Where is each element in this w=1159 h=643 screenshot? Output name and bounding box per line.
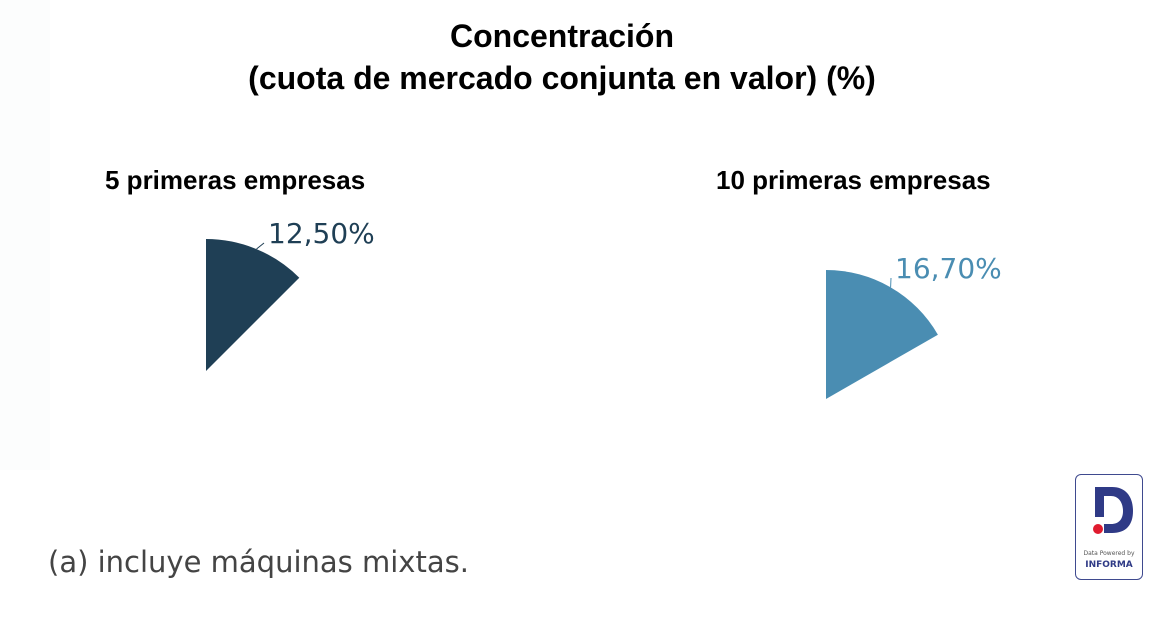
- value-label-top10: 16,70%: [895, 252, 1002, 285]
- d-logo-icon: [1093, 487, 1133, 534]
- subchart-title-top5: 5 primeras empresas: [105, 165, 366, 195]
- logo-brand: INFORMA: [1085, 560, 1133, 570]
- logo-tagline: Data Powered by: [1083, 550, 1135, 557]
- value-label-top5: 12,50%: [268, 217, 375, 250]
- pie-slice-top10: [826, 269, 938, 399]
- left-margin-strip: [0, 0, 50, 470]
- pie-top10: 16,70%: [826, 252, 1002, 399]
- chart-title-line2: (cuota de mercado conjunta en valor) (%): [248, 60, 876, 96]
- subchart-title-top10: 10 primeras empresas: [716, 165, 991, 195]
- leader-line-top5: [256, 242, 265, 250]
- pie-slice-top5: [206, 239, 300, 371]
- pie-top5: 12,50%: [206, 217, 375, 371]
- chart-title-line1: Concentración: [449, 18, 675, 54]
- informa-logo: Data Powered by INFORMA: [1075, 474, 1143, 580]
- footnote: (a) incluye máquinas mixtas.: [48, 545, 469, 579]
